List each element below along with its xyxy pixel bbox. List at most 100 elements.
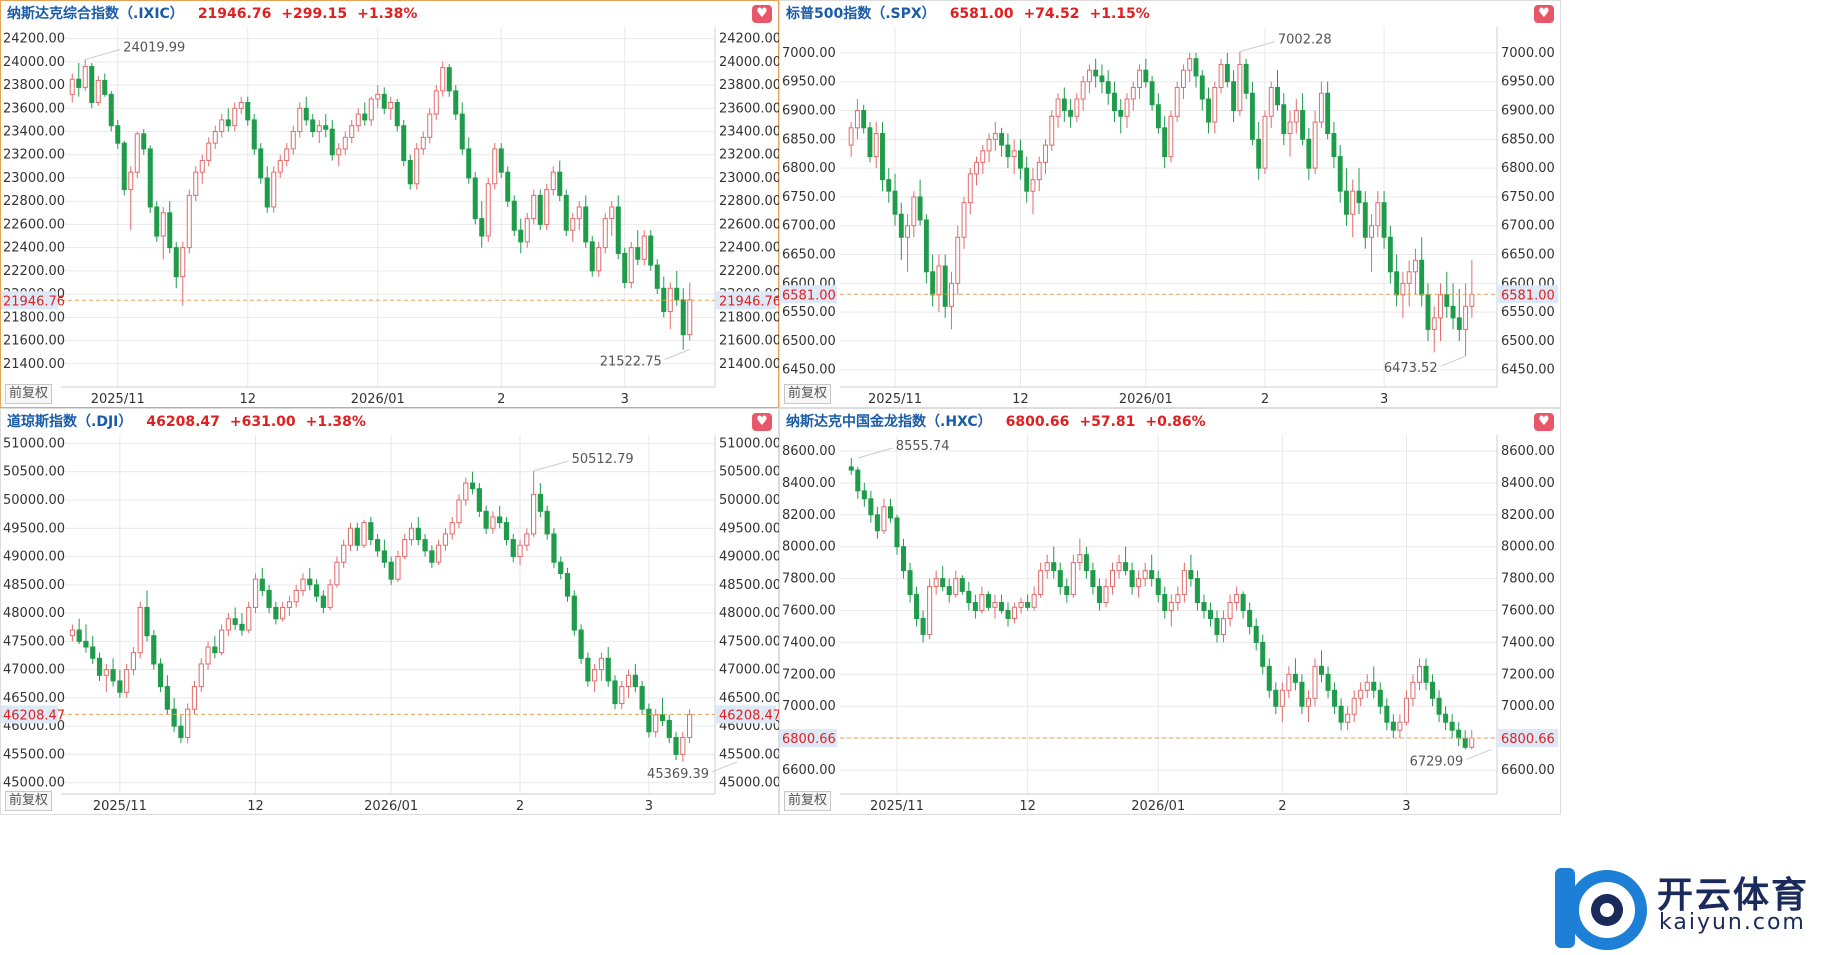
adjust-mode-button[interactable]: 前复权 (784, 791, 832, 811)
candle-body (1240, 594, 1246, 612)
index-name[interactable]: 道琼斯指数（.DJI） (7, 414, 133, 430)
candle-body (483, 510, 489, 529)
candle-body (1227, 602, 1233, 619)
candle-body (940, 578, 946, 588)
y-tick-label-right: 24200.00 (719, 32, 780, 47)
favorite-heart-icon[interactable]: ♥ (752, 5, 772, 23)
candle-body (388, 561, 394, 580)
candle-body (293, 589, 299, 603)
candle-body (1249, 92, 1255, 140)
adjust-mode-button[interactable]: 前复权 (5, 791, 53, 811)
index-price: 6800.66 (1005, 414, 1070, 430)
low-annotation: 6729.09 (1410, 754, 1464, 769)
candle-body (1345, 713, 1351, 723)
x-tick-label: 3 (1402, 799, 1410, 814)
candle-body (1397, 721, 1403, 731)
candle-body (635, 247, 641, 260)
last-price-label-right: 46208.47 (719, 708, 780, 723)
candle-body (942, 265, 948, 307)
chart-panel-spx[interactable]: 标普500指数（.SPX） 6581.00 +74.52 +1.15% ♥ 7000.… (779, 0, 1561, 408)
candle-body (342, 136, 348, 150)
candle-body (1181, 69, 1186, 88)
candle-body (622, 252, 628, 283)
candle-body (1137, 69, 1142, 88)
candle-body (341, 544, 347, 563)
y-tick-label-right: 21600.00 (719, 334, 780, 349)
adjust-mode-button[interactable]: 前复权 (5, 384, 53, 404)
y-tick-label-left: 6950.00 (782, 75, 836, 90)
y-tick-label-left: 6800.00 (782, 161, 836, 176)
candle-body (1279, 689, 1285, 707)
candle-body (1043, 144, 1048, 163)
candle-body (666, 720, 672, 738)
candle-body (659, 714, 666, 722)
candle-body (1403, 697, 1409, 723)
candle-body (1469, 293, 1475, 307)
candle-body (212, 131, 218, 144)
candle-body (1351, 697, 1357, 715)
y-tick-label-left: 6850.00 (782, 132, 836, 147)
adjust-mode-button[interactable]: 前复权 (784, 384, 832, 404)
candle-body (1055, 98, 1061, 117)
candle-body (310, 119, 316, 133)
candle-body (578, 629, 584, 659)
y-tick-label-right: 50000.00 (719, 493, 780, 508)
x-tick-label: 12 (1019, 799, 1036, 814)
panel-header: 标普500指数（.SPX） 6581.00 +74.52 +1.15% (780, 1, 1560, 25)
candle-body (1337, 156, 1343, 192)
y-tick-label-right: 48500.00 (719, 578, 780, 593)
y-tick-label-right: 7800.00 (1501, 572, 1555, 587)
candle-body (273, 606, 279, 620)
candle-body (76, 78, 82, 88)
candle-body (609, 206, 615, 220)
index-price: 6581.00 (949, 6, 1014, 22)
y-tick-label-left: 23600.00 (3, 101, 65, 116)
y-tick-label-left: 48500.00 (3, 578, 65, 593)
candle-body (653, 714, 659, 733)
favorite-heart-icon[interactable]: ♥ (1534, 413, 1554, 431)
candle-body (492, 148, 498, 185)
last-price-label-right: 21946.76 (719, 294, 780, 309)
candle-body (1299, 681, 1305, 707)
index-name[interactable]: 标普500指数（.SPX） (786, 6, 936, 22)
chart-panel-dji[interactable]: 道琼斯指数（.DJI） 46208.47 +631.00 +1.38% ♥ 51000… (0, 408, 780, 815)
y-tick-label-left: 6700.00 (782, 219, 836, 234)
chart-panel-ixic[interactable]: 纳斯达克综合指数（.IXIC） 21946.76 +299.15 +1.38% ♥ 2… (0, 0, 780, 408)
candle-body (1305, 697, 1311, 707)
candle-body (246, 606, 252, 631)
candle-body (1456, 729, 1462, 739)
candle-body (463, 482, 469, 501)
candle-body (959, 578, 965, 592)
candle-body (861, 490, 867, 500)
candle-body (349, 125, 355, 138)
candle-body (186, 194, 192, 249)
candle-body (300, 578, 306, 591)
chart-panel-hxc[interactable]: 纳斯达克中国金龙指数（.HXC） 6800.66 +57.81 +0.86% ♥ 86… (779, 408, 1561, 815)
y-tick-label-right: 7600.00 (1501, 604, 1555, 619)
candle-body (1344, 190, 1349, 215)
y-tick-label-left: 8000.00 (782, 540, 836, 555)
candle-body (625, 674, 632, 688)
candle-body (1105, 81, 1111, 94)
candle-body (147, 148, 153, 208)
y-tick-label-right: 7000.00 (1501, 699, 1555, 714)
candle-body (648, 235, 654, 266)
y-tick-label-right: 23600.00 (719, 101, 780, 116)
favorite-heart-icon[interactable]: ♥ (1534, 5, 1554, 23)
index-name[interactable]: 纳斯达克中国金龙指数（.HXC） (786, 414, 992, 430)
low-annotation: 45369.39 (647, 767, 709, 782)
candle-body (264, 177, 270, 208)
candle-body (498, 148, 504, 173)
candle-body (1364, 681, 1370, 691)
candle-body (115, 125, 121, 144)
y-tick-label-left: 47000.00 (3, 663, 65, 678)
high-marker-line (1239, 41, 1276, 53)
candle-body (1247, 610, 1253, 627)
x-tick-label: 12 (247, 799, 264, 814)
index-name[interactable]: 纳斯达克综合指数（.IXIC） (7, 6, 184, 22)
candle-body (1416, 665, 1423, 683)
candle-body (1074, 98, 1080, 117)
index-change-pct: +1.38% (305, 414, 366, 430)
favorite-heart-icon[interactable]: ♥ (752, 413, 772, 431)
candle-body (1292, 673, 1298, 683)
